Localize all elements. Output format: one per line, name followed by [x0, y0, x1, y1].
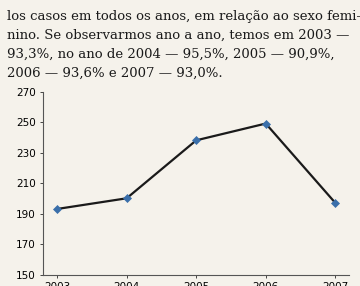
Text: 93,3%, no ano de 2004 — 95,5%, 2005 — 90,9%,: 93,3%, no ano de 2004 — 95,5%, 2005 — 90…: [7, 48, 335, 61]
Text: 2006 — 93,6% e 2007 — 93,0%.: 2006 — 93,6% e 2007 — 93,0%.: [7, 67, 223, 80]
Text: nino. Se observarmos ano a ano, temos em 2003 —: nino. Se observarmos ano a ano, temos em…: [7, 29, 350, 42]
Text: los casos em todos os anos, em relação ao sexo femi-: los casos em todos os anos, em relação a…: [7, 10, 360, 23]
